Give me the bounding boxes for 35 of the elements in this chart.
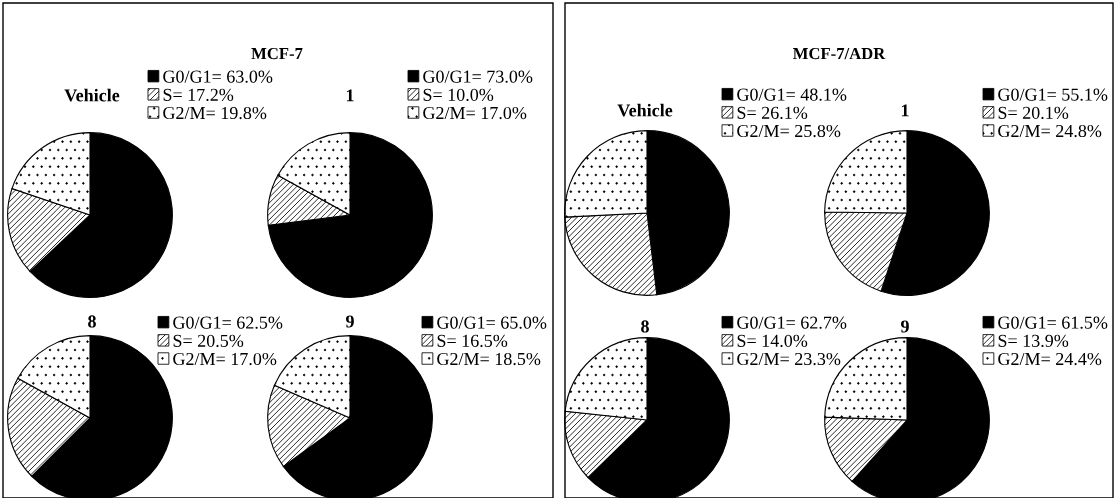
legend-label: S= 20.1% [998,106,1069,119]
legend-label: S= 14.0% [737,334,808,347]
chart-title: 8 [88,315,96,328]
legend-label: S= 10.0% [423,88,494,101]
chart-title: 9 [900,320,909,333]
legend-label: G2/M= 25.8% [737,124,841,138]
text: MCF-7/ADR [793,47,886,60]
legend-label: S= 13.9% [998,334,1069,347]
legend-label: G2/M= 17.0% [173,352,277,366]
legend-label: G0/G1= 62.5% [173,316,283,329]
chart-title: 8 [641,320,649,333]
legend-label: G2/M= 24.8% [998,124,1102,138]
legend-label: G0/G1= 73.0% [423,70,533,83]
legend-label: G0/G1= 65.0% [437,316,547,329]
text: Vehicle [617,103,673,117]
legend-label: G2/M= 23.3% [737,352,841,366]
legend-label: G0/G1= 63.0% [163,70,273,83]
legend-label: S= 16.5% [437,334,508,347]
text: Vehicle [64,88,120,102]
legend-label: S= 20.5% [173,334,244,347]
text: 1 [346,89,354,102]
pie-slice [267,132,433,298]
legend-label: S= 17.2% [163,88,234,101]
legend-label: G2/M= 19.8% [163,106,267,120]
legend-label: G2/M= 18.5% [437,352,541,366]
legend-label: G0/G1= 55.1% [998,88,1108,101]
legend-label: G0/G1= 62.7% [737,316,847,329]
text: MCF-7 [251,47,303,60]
legend-label: G0/G1= 48.1% [737,88,847,101]
legend-label: S= 26.1% [737,106,808,119]
legend-label: G0/G1= 61.5% [998,316,1108,329]
legend-label: G2/M= 17.0% [423,106,527,120]
legend-label: G2/M= 24.4% [998,352,1102,366]
chart-title: 9 [345,315,354,328]
text: 1 [901,104,909,117]
